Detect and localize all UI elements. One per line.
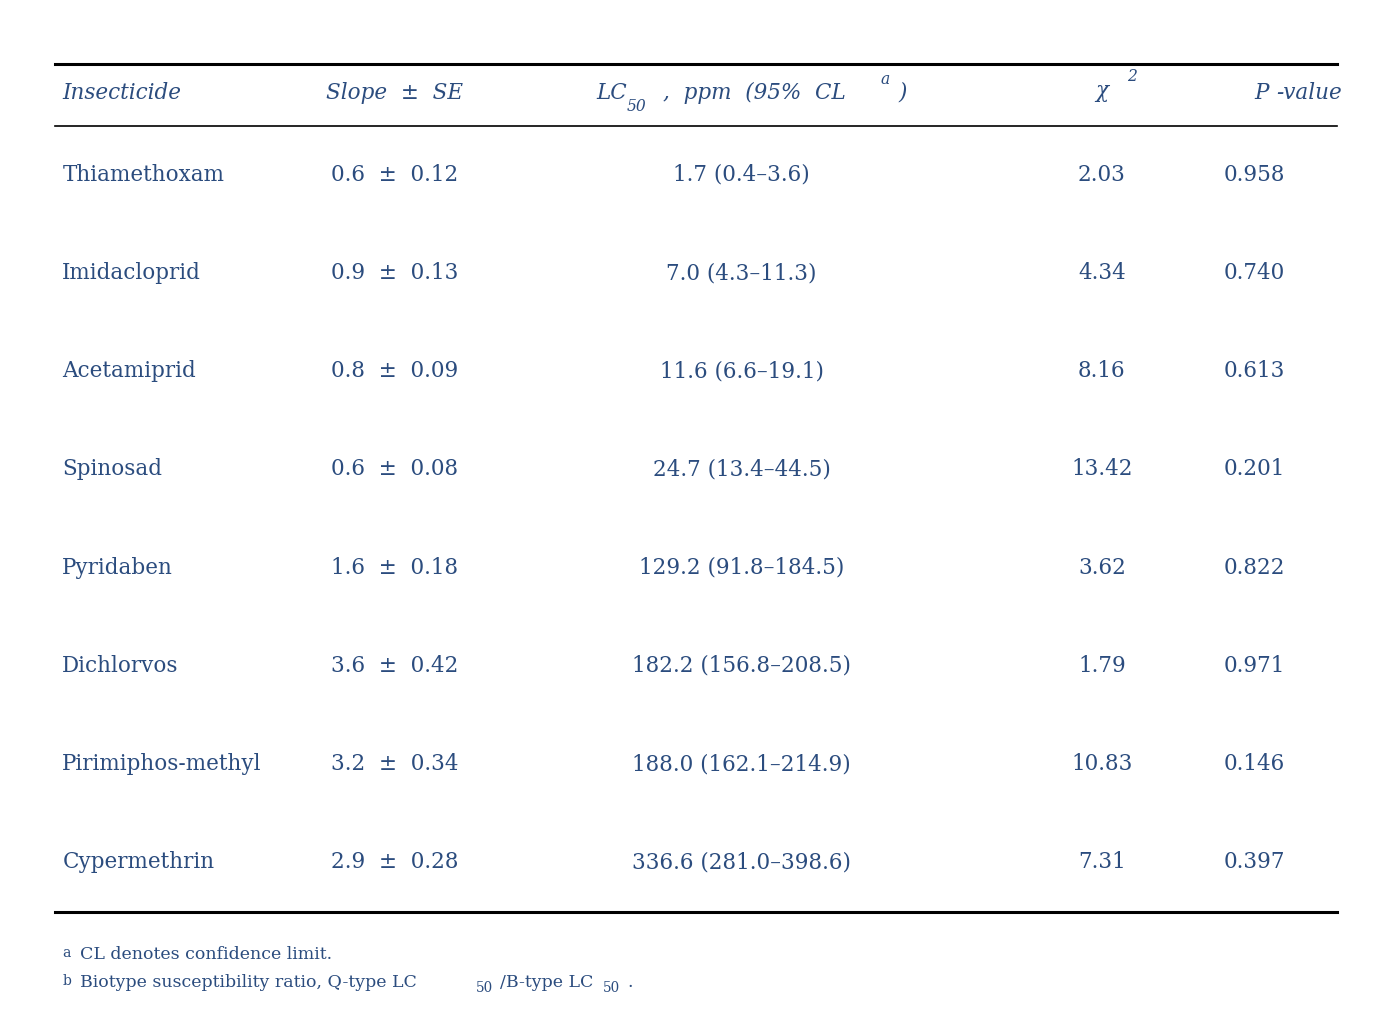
Text: 0.958: 0.958 [1224,164,1285,185]
Text: 7.31: 7.31 [1078,852,1125,873]
Text: 0.397: 0.397 [1224,852,1285,873]
Text: 0.146: 0.146 [1224,753,1285,776]
Text: χ: χ [1095,79,1109,102]
Text: 24.7 (13.4–44.5): 24.7 (13.4–44.5) [653,458,830,480]
Text: ,  ppm  (95%  CL: , ppm (95% CL [663,81,845,104]
Text: CL denotes confidence limit.: CL denotes confidence limit. [80,946,333,963]
Text: 188.0 (162.1–214.9): 188.0 (162.1–214.9) [632,753,851,776]
Text: Pyridaben: Pyridaben [62,557,173,579]
Text: 0.613: 0.613 [1224,360,1285,382]
Text: 0.6  ±  0.08: 0.6 ± 0.08 [331,458,459,480]
Text: -value: -value [1277,81,1342,104]
Text: 0.740: 0.740 [1224,262,1285,284]
Text: 0.822: 0.822 [1224,557,1285,579]
Text: Cypermethrin: Cypermethrin [62,852,215,873]
Text: Imidacloprid: Imidacloprid [62,262,201,284]
Text: 3.62: 3.62 [1078,557,1125,579]
Text: /B-type LC: /B-type LC [500,974,593,992]
Text: 0.971: 0.971 [1224,655,1285,677]
Text: a: a [880,71,890,88]
Text: Acetamiprid: Acetamiprid [62,360,197,382]
Text: Dichlorvos: Dichlorvos [62,655,179,677]
Text: 336.6 (281.0–398.6): 336.6 (281.0–398.6) [632,852,851,873]
Text: 2.9  ±  0.28: 2.9 ± 0.28 [331,852,459,873]
Text: b: b [62,974,71,989]
Text: 0.201: 0.201 [1224,458,1285,480]
Text: 0.6  ±  0.12: 0.6 ± 0.12 [331,164,459,185]
Text: 1.7 (0.4–3.6): 1.7 (0.4–3.6) [674,164,809,185]
Text: 2: 2 [1127,68,1137,84]
Text: 3.2  ±  0.34: 3.2 ± 0.34 [331,753,459,776]
Text: 4.34: 4.34 [1078,262,1125,284]
Text: 0.9  ±  0.13: 0.9 ± 0.13 [331,262,459,284]
Text: 182.2 (156.8–208.5): 182.2 (156.8–208.5) [632,655,851,677]
Text: 13.42: 13.42 [1071,458,1132,480]
Text: 1.6  ±  0.18: 1.6 ± 0.18 [331,557,459,579]
Text: .: . [628,974,633,992]
Text: 1.79: 1.79 [1078,655,1125,677]
Text: 8.16: 8.16 [1078,360,1125,382]
Text: 129.2 (91.8–184.5): 129.2 (91.8–184.5) [639,557,844,579]
Text: a: a [62,946,71,960]
Text: Spinosad: Spinosad [62,458,162,480]
Text: P: P [1254,81,1268,104]
Text: 3.6  ±  0.42: 3.6 ± 0.42 [331,655,459,677]
Text: ): ) [898,81,906,104]
Text: Pirimiphos-methyl: Pirimiphos-methyl [62,753,262,776]
Text: LC: LC [596,81,626,104]
Text: 2.03: 2.03 [1078,164,1125,185]
Text: Slope  ±  SE: Slope ± SE [327,81,463,104]
Text: 11.6 (6.6–19.1): 11.6 (6.6–19.1) [660,360,823,382]
Text: Insecticide: Insecticide [62,81,182,104]
Text: 7.0 (4.3–11.3): 7.0 (4.3–11.3) [667,262,816,284]
Text: 0.8  ±  0.09: 0.8 ± 0.09 [331,360,459,382]
Text: 50: 50 [626,98,646,114]
Text: 50: 50 [603,981,620,995]
Text: 10.83: 10.83 [1071,753,1132,776]
Text: 50: 50 [475,981,492,995]
Text: Thiamethoxam: Thiamethoxam [62,164,225,185]
Text: Biotype susceptibility ratio, Q-type LC: Biotype susceptibility ratio, Q-type LC [80,974,417,992]
